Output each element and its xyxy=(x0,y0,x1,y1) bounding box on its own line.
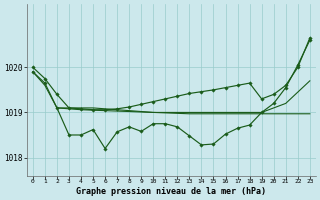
X-axis label: Graphe pression niveau de la mer (hPa): Graphe pression niveau de la mer (hPa) xyxy=(76,187,266,196)
